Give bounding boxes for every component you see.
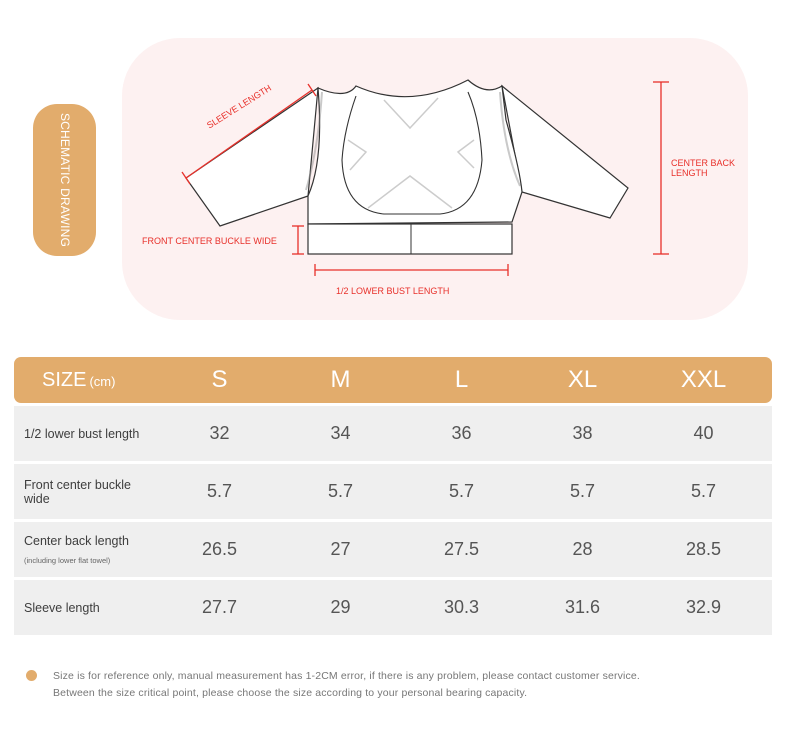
center-back-length-dimension bbox=[653, 81, 669, 255]
table-cell: 5.7 bbox=[327, 481, 354, 501]
table-cell: 40 bbox=[693, 423, 714, 443]
table-cell: 38 bbox=[572, 423, 593, 443]
garment-body bbox=[307, 79, 523, 225]
size-header-unit: (cm) bbox=[89, 373, 116, 389]
lower-bust-length-dimension bbox=[314, 264, 509, 276]
garment-schematic bbox=[181, 79, 669, 276]
table-cell: 32 bbox=[209, 423, 230, 443]
table-cell: 29 bbox=[330, 597, 351, 617]
left-sleeve bbox=[185, 86, 319, 227]
row-label-sleeve: Sleeve length bbox=[24, 600, 100, 615]
table-cell: 28.5 bbox=[685, 539, 722, 559]
sleeve-length-dimension bbox=[181, 83, 317, 185]
size-note: Size is for reference only, manual measu… bbox=[26, 668, 640, 702]
bullet-dot-icon bbox=[26, 670, 37, 681]
table-row: 1/2 lower bust length 32 34 36 38 40 bbox=[14, 406, 772, 461]
size-table: SIZE (cm) S M L XL XXL 1/2 lower bust len… bbox=[14, 357, 772, 635]
size-column-l: L bbox=[454, 366, 469, 393]
table-cell: 27.5 bbox=[443, 539, 480, 559]
size-column-m: M bbox=[330, 366, 351, 393]
size-column-xl: XL bbox=[567, 366, 598, 393]
center-back-length-label: CENTER BACK LENGTH bbox=[671, 158, 736, 178]
row-sub-note: (including lower flat towel) bbox=[24, 556, 111, 565]
size-table-header: SIZE (cm) S M L XL XXL bbox=[14, 357, 772, 403]
table-row: Sleeve length 27.7 29 30.3 31.6 32.9 bbox=[14, 580, 772, 635]
note-line-1: Size is for reference only, manual measu… bbox=[53, 670, 640, 682]
size-column-s: S bbox=[211, 366, 228, 393]
table-cell: 31.6 bbox=[564, 597, 601, 617]
table-cell: 5.7 bbox=[690, 481, 717, 501]
lower-bust-length-label: 1/2 LOWER BUST LENGTH bbox=[336, 286, 450, 296]
table-cell: 36 bbox=[451, 423, 472, 443]
table-cell: 5.7 bbox=[448, 481, 475, 501]
table-row: Front center buckle wide 5.7 5.7 5.7 5.7… bbox=[14, 464, 772, 519]
size-column-xxl: XXL bbox=[680, 366, 727, 393]
row-label-front-buckle: Front center buckle wide bbox=[24, 477, 131, 506]
row-label-center-back: Center back length (including lower flat… bbox=[14, 534, 159, 565]
right-sleeve bbox=[501, 84, 629, 219]
table-cell: 28 bbox=[572, 539, 593, 559]
table-cell: 32.9 bbox=[685, 597, 722, 617]
front-center-buckle-label: FRONT CENTER BUCKLE WIDE bbox=[142, 236, 277, 246]
table-row: Center back length (including lower flat… bbox=[14, 522, 772, 577]
front-center-buckle-dimension bbox=[292, 225, 304, 255]
schematic-drawing-tag: SCHEMATIC DRAWING bbox=[33, 104, 96, 256]
size-header-label: SIZE bbox=[42, 368, 87, 391]
table-cell: 27.7 bbox=[201, 597, 238, 617]
table-cell: 26.5 bbox=[201, 539, 238, 559]
table-cell: 27 bbox=[330, 539, 351, 559]
back-panel bbox=[341, 91, 483, 215]
table-cell: 34 bbox=[330, 423, 351, 443]
table-cell: 5.7 bbox=[206, 481, 233, 501]
size-header-cell: SIZE (cm) bbox=[14, 369, 159, 392]
hem-band bbox=[307, 223, 513, 255]
row-label-lower-bust: 1/2 lower bust length bbox=[24, 426, 140, 441]
table-cell: 30.3 bbox=[443, 597, 480, 617]
note-line-2: Between the size critical point, please … bbox=[53, 687, 528, 699]
table-cell: 5.7 bbox=[569, 481, 596, 501]
